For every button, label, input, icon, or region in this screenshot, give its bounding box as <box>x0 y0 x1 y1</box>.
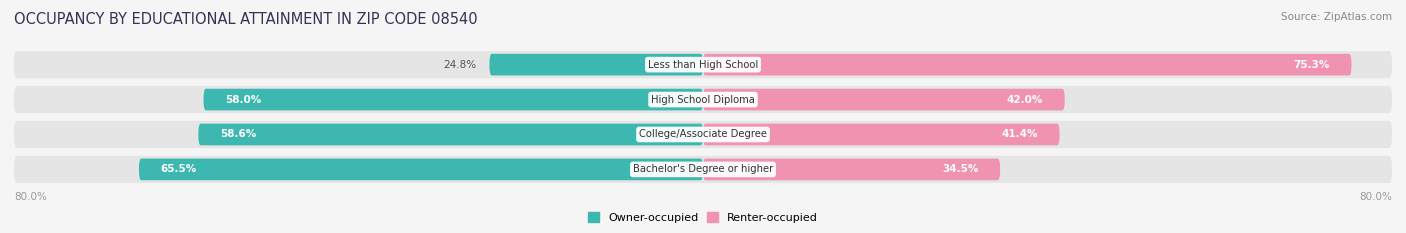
Text: 80.0%: 80.0% <box>14 192 46 202</box>
Text: Bachelor's Degree or higher: Bachelor's Degree or higher <box>633 164 773 175</box>
FancyBboxPatch shape <box>703 89 1064 110</box>
FancyBboxPatch shape <box>703 54 1351 75</box>
Text: 24.8%: 24.8% <box>443 60 477 70</box>
FancyBboxPatch shape <box>198 124 703 145</box>
FancyBboxPatch shape <box>14 156 1392 183</box>
FancyBboxPatch shape <box>14 121 1392 148</box>
FancyBboxPatch shape <box>14 86 1392 113</box>
Text: Source: ZipAtlas.com: Source: ZipAtlas.com <box>1281 12 1392 22</box>
FancyBboxPatch shape <box>489 54 703 75</box>
Text: 75.3%: 75.3% <box>1294 60 1330 70</box>
Text: Less than High School: Less than High School <box>648 60 758 70</box>
FancyBboxPatch shape <box>139 159 703 180</box>
Text: 42.0%: 42.0% <box>1007 95 1043 105</box>
Text: College/Associate Degree: College/Associate Degree <box>638 130 768 140</box>
Text: 58.0%: 58.0% <box>225 95 262 105</box>
FancyBboxPatch shape <box>14 51 1392 78</box>
Text: High School Diploma: High School Diploma <box>651 95 755 105</box>
Text: 41.4%: 41.4% <box>1001 130 1038 140</box>
FancyBboxPatch shape <box>703 159 1000 180</box>
Text: 34.5%: 34.5% <box>942 164 979 175</box>
Legend: Owner-occupied, Renter-occupied: Owner-occupied, Renter-occupied <box>583 208 823 227</box>
Text: 58.6%: 58.6% <box>219 130 256 140</box>
Text: 65.5%: 65.5% <box>160 164 197 175</box>
FancyBboxPatch shape <box>703 124 1060 145</box>
Text: 80.0%: 80.0% <box>1360 192 1392 202</box>
Text: OCCUPANCY BY EDUCATIONAL ATTAINMENT IN ZIP CODE 08540: OCCUPANCY BY EDUCATIONAL ATTAINMENT IN Z… <box>14 12 478 27</box>
FancyBboxPatch shape <box>204 89 703 110</box>
